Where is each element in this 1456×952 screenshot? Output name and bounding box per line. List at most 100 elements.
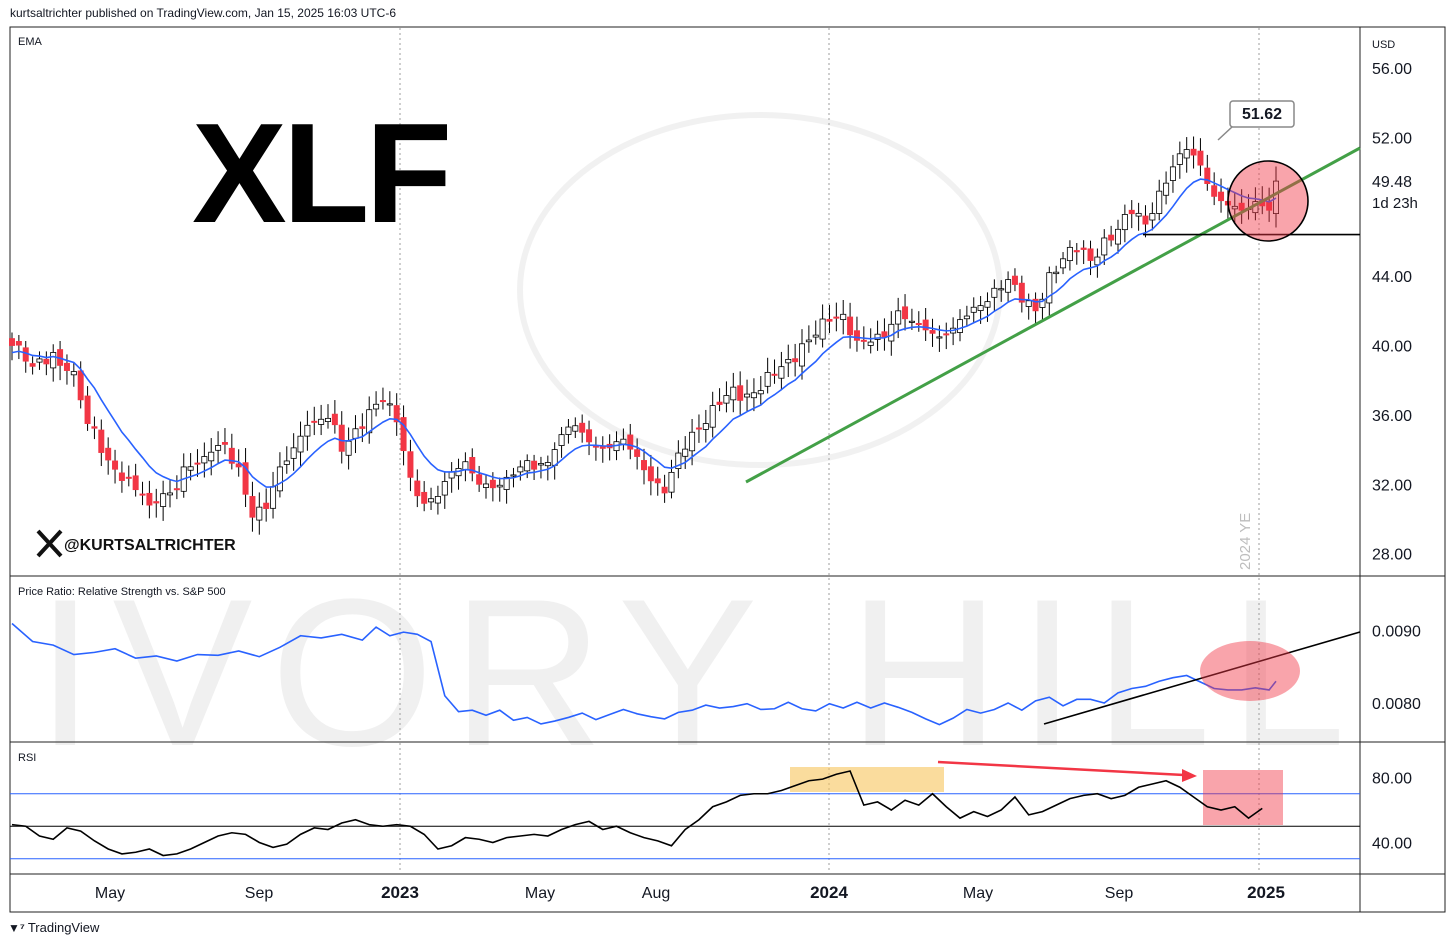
candle-body xyxy=(537,463,544,466)
candle-body xyxy=(1273,180,1280,214)
watermark-elephant-icon xyxy=(517,112,1003,468)
candle-body xyxy=(84,395,91,424)
candle-body xyxy=(1094,256,1101,266)
candle-body xyxy=(153,501,160,504)
candle-body xyxy=(235,463,242,468)
candle-body xyxy=(393,405,400,423)
candle-body xyxy=(991,287,998,298)
candle-body xyxy=(1087,248,1094,261)
candle-body xyxy=(1066,246,1073,262)
candle-body xyxy=(373,403,380,410)
divergence-arrow xyxy=(937,760,1185,777)
candle-body xyxy=(1163,182,1170,196)
price-tick-label: 52.00 xyxy=(1372,130,1412,147)
candle-body xyxy=(1231,205,1238,210)
candle-body xyxy=(173,488,180,491)
candle-body xyxy=(785,358,792,364)
candle-body xyxy=(853,330,860,341)
candle-body xyxy=(1183,149,1190,159)
candle-body xyxy=(290,447,297,459)
candle-body xyxy=(98,429,105,453)
candle-body xyxy=(744,393,751,398)
handle-text: @KURTSALTRICHTER xyxy=(64,537,236,554)
candle-body xyxy=(345,440,352,456)
candle-body xyxy=(957,319,964,333)
candle-body xyxy=(139,493,146,496)
candle-body xyxy=(902,306,909,320)
price-tick-label: 56.00 xyxy=(1372,61,1412,78)
candle-body xyxy=(771,373,778,376)
candle-body xyxy=(270,486,277,509)
price-tick-label: 44.00 xyxy=(1372,269,1412,286)
candle-body xyxy=(915,323,922,326)
candle-body xyxy=(1190,148,1197,156)
rsi-pane xyxy=(10,760,1360,860)
candle-body xyxy=(63,362,70,371)
published-header: kurtsaltrichter published on TradingView… xyxy=(10,6,396,20)
candle-body xyxy=(977,305,984,311)
candle-body xyxy=(1149,213,1156,221)
candle-body xyxy=(675,452,682,470)
candle-body xyxy=(8,338,15,346)
uptrend-line xyxy=(745,146,1361,484)
candle-body xyxy=(551,449,558,466)
candle-body xyxy=(1238,202,1245,211)
price-tick-label: 40.00 xyxy=(1372,339,1412,356)
candle-body xyxy=(1060,258,1067,269)
ticker-title: XLF xyxy=(192,94,448,253)
candle-body xyxy=(984,301,991,308)
candle-body xyxy=(929,330,936,334)
candle-body xyxy=(695,427,702,430)
candle-body xyxy=(689,431,696,452)
candle-body xyxy=(132,475,139,491)
rsi-tick-label: 40.00 xyxy=(1372,836,1412,853)
x-logo-icon xyxy=(36,529,63,558)
candle-body xyxy=(414,480,421,497)
price-tick-label: 36.00 xyxy=(1372,408,1412,425)
candle-body xyxy=(166,492,173,496)
x-axis-label: Sep xyxy=(1105,885,1134,902)
candle-body xyxy=(579,422,586,433)
candle-body xyxy=(1115,228,1122,245)
rsi-tick-label: 80.00 xyxy=(1372,771,1412,788)
x-axis-label: May xyxy=(95,885,125,902)
candle-body xyxy=(311,420,318,423)
candle-body xyxy=(826,319,833,322)
candle-body xyxy=(799,343,806,367)
x-axis-label: May xyxy=(525,885,555,902)
candle-body xyxy=(1211,185,1218,197)
candle-body xyxy=(908,320,915,323)
candle-body xyxy=(1197,150,1204,166)
candle-body xyxy=(489,479,496,489)
candle-body xyxy=(50,352,57,369)
x-axis-label: 2024 xyxy=(810,883,848,902)
chart-frame xyxy=(9,26,1446,913)
candle-body xyxy=(304,424,311,437)
candle-body xyxy=(544,462,551,467)
rsi-pane-title: RSI xyxy=(18,752,36,764)
highlight-circle xyxy=(1227,160,1309,242)
tradingview-brand[interactable]: ▼⁷ TradingView xyxy=(8,920,99,935)
price-tick-label: 28.00 xyxy=(1372,547,1412,564)
candle-body xyxy=(400,417,407,452)
candle-body xyxy=(352,428,359,439)
candle-body xyxy=(366,409,373,434)
candle-body xyxy=(757,390,764,395)
candle-body xyxy=(840,313,847,321)
candle-body xyxy=(125,476,132,479)
candle-body xyxy=(737,385,744,401)
candle-body xyxy=(627,434,634,450)
candle-body xyxy=(256,506,263,521)
candle-body xyxy=(201,456,208,464)
brand-text: TradingView xyxy=(27,920,100,935)
candle-body xyxy=(764,372,771,387)
price-pane xyxy=(8,136,1361,535)
ratio-highlight xyxy=(1200,641,1300,701)
watermark-text: IVORY HILL xyxy=(36,555,1364,790)
candle-body xyxy=(15,341,22,346)
x-axis-label: May xyxy=(963,885,993,902)
candle-body xyxy=(1053,271,1060,275)
candle-body xyxy=(517,466,524,473)
candle-body xyxy=(249,496,256,518)
candle-body xyxy=(1046,272,1053,304)
